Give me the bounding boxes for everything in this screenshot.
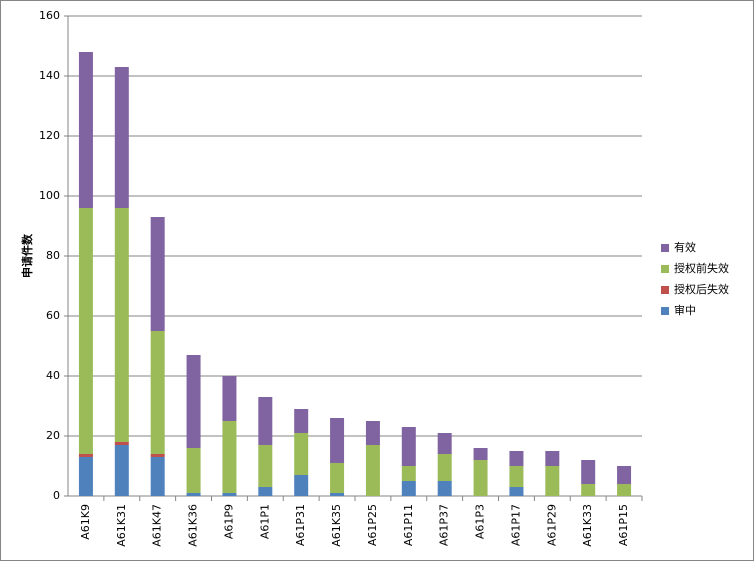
x-tick-label: A61P31	[294, 504, 307, 546]
y-tick-label: 60	[46, 309, 60, 322]
legend-swatch	[661, 244, 669, 252]
y-tick-label: 0	[53, 489, 60, 502]
bar-segment	[617, 484, 632, 496]
bar-segment	[330, 463, 345, 493]
bar-segment	[114, 208, 129, 442]
y-axis-label: 申请件数	[20, 233, 34, 278]
bar-segment	[365, 445, 380, 496]
bar-segment	[150, 331, 165, 454]
y-tick-label: 80	[46, 249, 60, 262]
bar-segment	[78, 52, 93, 208]
bar-segment	[222, 376, 237, 421]
y-tick-label: 20	[46, 429, 60, 442]
bar-segment	[186, 493, 201, 496]
x-tick-label: A61P37	[438, 504, 451, 546]
bar-segment	[222, 493, 237, 496]
bar-segment	[114, 67, 129, 208]
bar-segment	[330, 418, 345, 463]
bar-segment	[473, 448, 488, 460]
y-tick-label: 160	[39, 9, 60, 22]
bar-segment	[186, 448, 201, 493]
x-tick-label: A61P29	[545, 504, 558, 546]
bar-segment	[258, 397, 273, 445]
bar-segment	[222, 421, 237, 493]
bar-segment	[545, 451, 560, 466]
legend-label: 审中	[674, 303, 696, 317]
x-tick-label: A61P9	[222, 504, 235, 539]
x-tick-label: A61P15	[617, 504, 630, 546]
bar-segment	[186, 355, 201, 448]
bar-segment	[509, 487, 524, 496]
bar-segment	[473, 460, 488, 496]
x-tick-label: A61K47	[151, 504, 164, 547]
x-tick-label: A61P1	[258, 504, 271, 539]
bar-segment	[365, 421, 380, 445]
bar-segment	[581, 460, 596, 484]
legend-swatch	[661, 286, 669, 294]
bar-segment	[401, 427, 416, 466]
bar-segment	[545, 466, 560, 496]
bar-segment	[401, 466, 416, 481]
x-tick-label: A61P25	[366, 504, 379, 546]
bar-segment	[294, 475, 309, 496]
x-tick-label: A61K36	[187, 504, 200, 547]
legend-swatch	[661, 307, 669, 315]
bar-segment	[581, 484, 596, 496]
y-tick-label: 140	[39, 69, 60, 82]
legend-swatch	[661, 265, 669, 273]
bar-segment	[437, 454, 452, 481]
x-tick-label: A61K31	[115, 504, 128, 547]
bar-segment	[294, 433, 309, 475]
bar-segment	[78, 454, 93, 457]
bar-segment	[114, 442, 129, 445]
bar-segment	[114, 445, 129, 496]
y-tick-label: 100	[39, 189, 60, 202]
bar-segment	[401, 481, 416, 496]
y-tick-label: 120	[39, 129, 60, 142]
legend-label: 授权后失效	[674, 282, 729, 296]
bar-segment	[294, 409, 309, 433]
x-tick-label: A61P11	[402, 504, 415, 546]
bar-segment	[437, 481, 452, 496]
x-tick-label: A61P3	[474, 504, 487, 539]
bar-segment	[509, 466, 524, 487]
bar-segment	[617, 466, 632, 484]
bar-segment	[437, 433, 452, 454]
x-tick-label: A61K9	[79, 504, 92, 540]
x-tick-label: A61K35	[330, 504, 343, 547]
x-tick-label: A61P17	[509, 504, 522, 546]
legend-label: 有效	[674, 240, 696, 254]
x-tick-label: A61K33	[581, 504, 594, 547]
bar-segment	[509, 451, 524, 466]
bar-segment	[330, 493, 345, 496]
bar-segment	[78, 457, 93, 496]
bar-segment	[150, 217, 165, 331]
y-tick-label: 40	[46, 369, 60, 382]
bar-segment	[258, 445, 273, 487]
bar-segment	[78, 208, 93, 454]
legend-label: 授权前失效	[674, 261, 729, 275]
bar-segment	[150, 454, 165, 457]
bar-segment	[258, 487, 273, 496]
bar-segment	[150, 457, 165, 496]
